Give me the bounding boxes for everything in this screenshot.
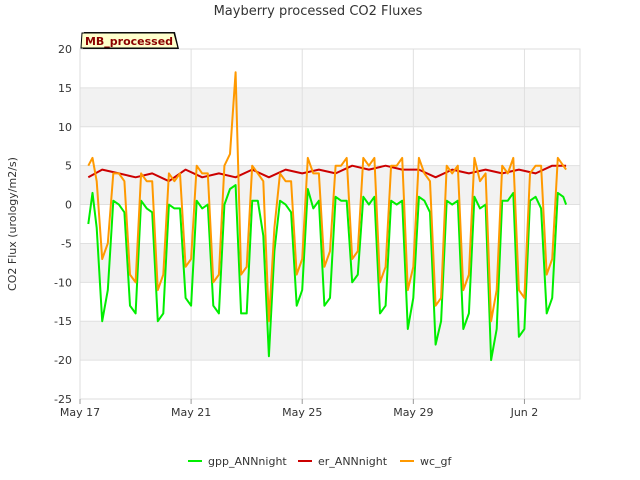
band (80, 321, 580, 361)
legend: gpp_ANNnight er_ANNnight wc_gf (188, 455, 453, 468)
y-axis: -25 -20 -15 -10 -5 0 5 10 15 20 (54, 43, 72, 406)
annotation-badge: MB_processed (80, 32, 179, 49)
y-tick-label: 5 (65, 160, 72, 173)
series-gpp_ANNnight (87, 184, 568, 362)
y-tick-label: -10 (54, 276, 72, 289)
x-tick-label: Jun 2 (510, 406, 539, 419)
series-er_ANNnight (87, 164, 567, 183)
band (80, 49, 580, 88)
x-tick-label: May 29 (393, 406, 433, 419)
y-tick-label: -25 (54, 393, 72, 406)
y-tick-label: 0 (65, 199, 72, 212)
band (80, 126, 580, 166)
series-lines (87, 71, 568, 362)
x-axis: May 17 May 21 May 25 May 29 Jun 2 (60, 399, 538, 419)
x-tick-label: May 17 (60, 406, 100, 419)
y-tick-label: 15 (58, 82, 72, 95)
y-axis-label: CO2 Flux (urology/m2/s) (6, 157, 19, 291)
legend-label: wc_gf (420, 455, 453, 468)
y-tick-label: -5 (61, 237, 72, 250)
y-tick-label: 20 (58, 43, 72, 56)
annotation-text: MB_processed (85, 35, 173, 48)
y-tick-label: 10 (58, 121, 72, 134)
x-tick-label: May 25 (282, 406, 322, 419)
series-wc_gf (87, 71, 567, 323)
legend-label: er_ANNnight (318, 455, 388, 468)
legend-label: gpp_ANNnight (208, 455, 287, 468)
band (80, 87, 580, 127)
y-tick-label: -15 (54, 315, 72, 328)
chart-title: Mayberry processed CO2 Fluxes (214, 4, 423, 19)
band (80, 360, 580, 399)
y-tick-label: -20 (54, 354, 72, 367)
x-tick-label: May 21 (171, 406, 211, 419)
plot-frame (79, 48, 581, 400)
